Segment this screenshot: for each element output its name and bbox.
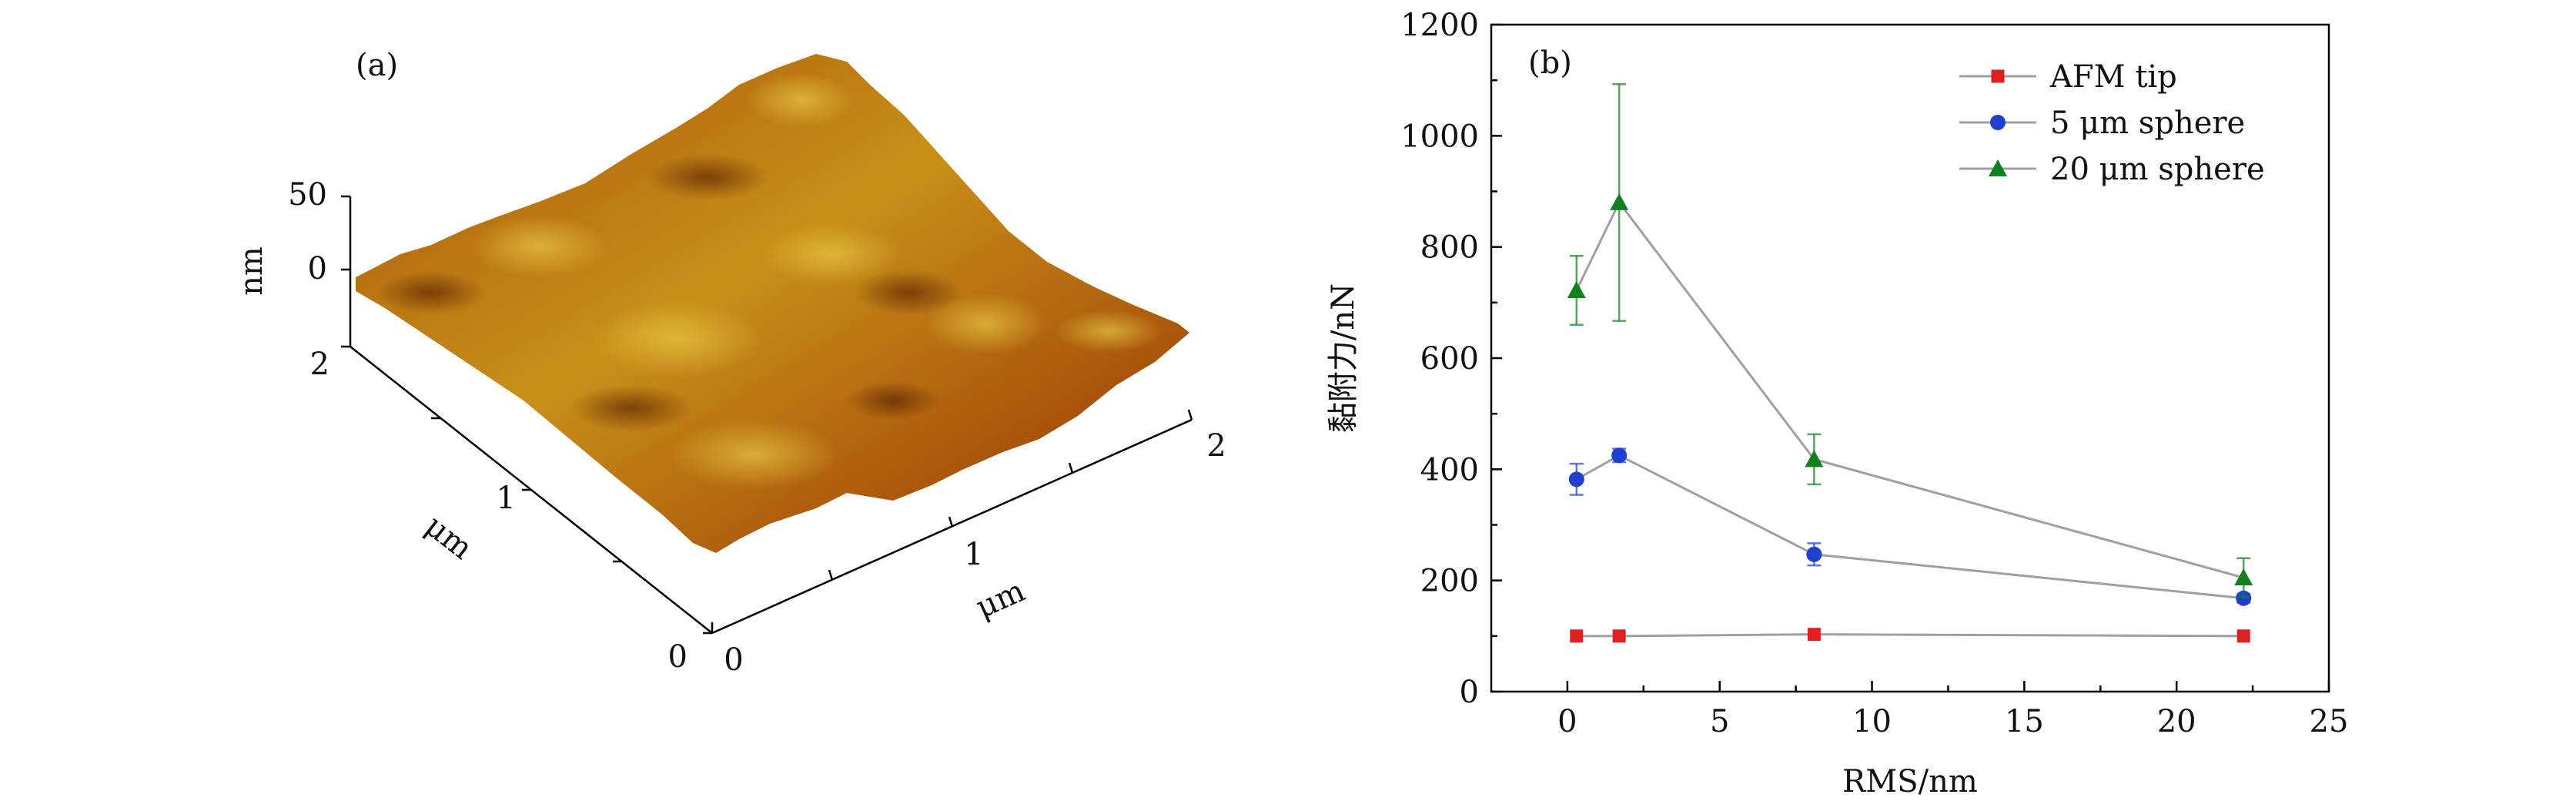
chart-series (1567, 82, 2253, 643)
series-group (1568, 447, 2252, 606)
data-point (1570, 629, 1584, 643)
surface-ridge (747, 73, 855, 127)
x-axis-tick (948, 516, 954, 528)
series-group (1567, 82, 2253, 598)
series-group (1570, 628, 2250, 643)
series-line (1576, 633, 2244, 638)
surface-pit (855, 270, 962, 316)
y-tick-label: 800 (1420, 230, 1479, 266)
legend-label: 20 μm sphere (2050, 152, 2265, 187)
data-point (1612, 629, 1626, 643)
afm-surface-body (356, 54, 1189, 553)
data-point (1805, 450, 1824, 467)
surface-pit (377, 271, 485, 314)
data-point (1567, 280, 1586, 298)
x-tick-label: 25 (2310, 704, 2349, 739)
chart-axes: 0 5 10 15 20 25 0 200 400 600 800 1000 1200 (1400, 8, 2348, 739)
chart-legend: AFM tip 5 μm sphere 20 μm sphere (1959, 59, 2265, 187)
x-axis-label: μm (971, 573, 1030, 625)
y-tick-label: 1200 (1400, 8, 1479, 43)
x-tick-label: 10 (1852, 704, 1892, 739)
x-tick-label: 0 (724, 642, 743, 678)
z-tick-label: 0 (308, 251, 327, 287)
y-axis-title: 黏附力/nN (1326, 283, 1361, 433)
x-tick-label: 2 (1206, 428, 1226, 464)
x-axis-tick (1068, 462, 1074, 474)
y-tick-label: 1 (497, 481, 516, 516)
legend-marker (1990, 115, 2006, 130)
y-axis-label: μm (419, 508, 480, 567)
afm-surface (356, 54, 1189, 553)
surface-ridge (1055, 310, 1163, 353)
surface-ridge (762, 223, 901, 285)
y-tick-label: 0 (668, 639, 687, 675)
x-axis-tick (1187, 409, 1193, 421)
y-tick-label: 0 (1460, 675, 1479, 710)
y-tick-label: 400 (1420, 452, 1479, 488)
legend-marker (1991, 69, 2005, 83)
data-point (1610, 193, 1629, 210)
surface-ridge (470, 216, 608, 277)
surface-ridge (593, 300, 762, 377)
data-point (1568, 471, 1584, 488)
data-point (2236, 629, 2250, 643)
data-point (2236, 590, 2252, 606)
legend-marker (1989, 159, 2007, 176)
z-axis-label: nm (234, 246, 269, 296)
x-tick-label: 15 (2005, 704, 2044, 739)
z-tick-label: 50 (288, 177, 327, 213)
surface-pit (570, 385, 693, 431)
series-line (1576, 454, 2244, 600)
legend-label: AFM tip (2049, 59, 2177, 95)
y-tick-label: 600 (1420, 341, 1479, 377)
x-tick-label: 0 (1557, 704, 1577, 739)
x-tick-label: 1 (964, 537, 983, 572)
panel-a-label: (a) (356, 48, 398, 83)
panel-a: (a) 50 0 nm 2 1 (234, 48, 1226, 678)
x-axis-tick (828, 569, 834, 581)
surface-ridge (670, 420, 839, 489)
data-point (1806, 546, 1822, 562)
surface-pit (647, 154, 770, 200)
x-axis-title: RMS/nm (1842, 764, 1978, 799)
data-point (2234, 568, 2253, 586)
surface-pit (847, 381, 939, 420)
series-line (1575, 200, 2244, 579)
data-point (1611, 447, 1628, 464)
x-tick-label: 5 (1710, 704, 1729, 739)
y-tick-label: 2 (310, 347, 330, 382)
y-tick-label: 200 (1420, 564, 1479, 599)
panel-b-chart: (b) RMS/nm 黏附力/nN 0 5 10 15 20 25 0 200 400 600 80… (1326, 8, 2348, 799)
legend-label: 5 μm sphere (2050, 106, 2245, 141)
data-point (1807, 628, 1821, 642)
x-tick-label: 20 (2157, 704, 2196, 739)
y-tick-label: 1000 (1400, 119, 1479, 154)
surface-ridge (924, 293, 1047, 354)
panel-b-label: (b) (1528, 45, 1572, 81)
